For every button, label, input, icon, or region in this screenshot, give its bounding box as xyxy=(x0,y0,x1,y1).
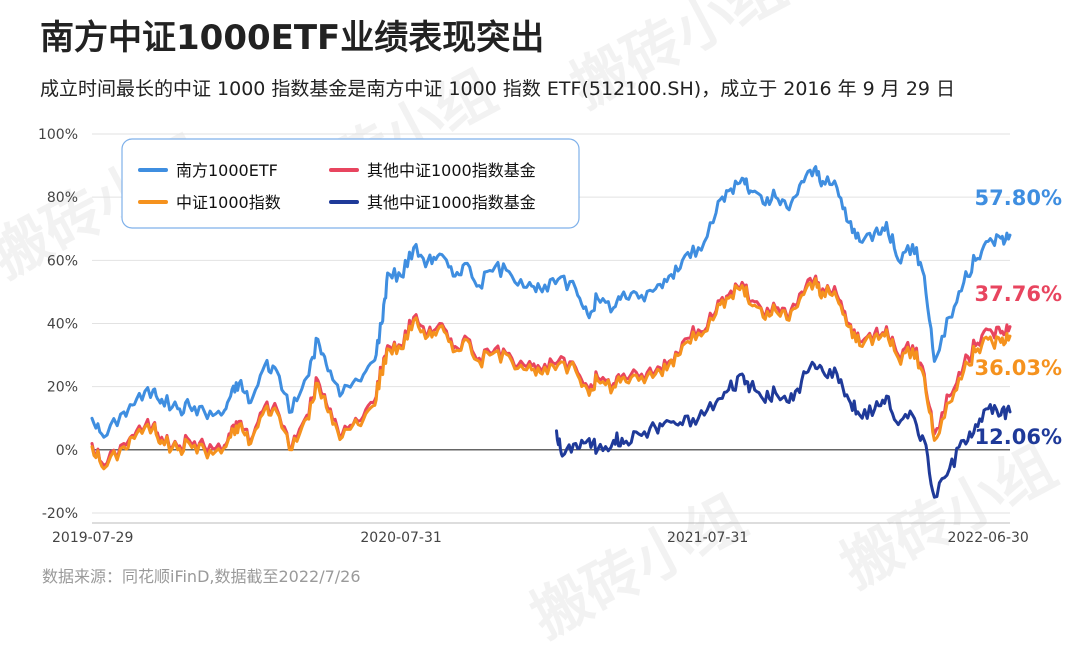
legend-box xyxy=(121,138,580,229)
x-tick-label: 2022-06-30 xyxy=(947,530,1028,546)
page-title: 南方中证1000ETF业绩表现突出 xyxy=(40,18,545,58)
legend-label: 其他中证1000指数基金 xyxy=(367,193,536,212)
legend-label: 其他中证1000指数基金 xyxy=(367,161,536,180)
y-tick-label: -20% xyxy=(42,506,78,522)
y-tick-label: 80% xyxy=(47,190,78,206)
chart-series xyxy=(90,165,1012,499)
line-chart: -20% 0% 20% 40% 60% 80% 100% 2019-07-29 2020-07… xyxy=(38,127,1062,546)
x-tick-label: 2020-07-31 xyxy=(360,530,441,546)
series-end-label: 12.06% xyxy=(975,425,1062,449)
series-end-labels: 57.80% 37.76% 36.03% 12.06% xyxy=(975,186,1062,449)
y-tick-label: 100% xyxy=(38,127,78,143)
x-tick-label: 2019-07-29 xyxy=(52,530,133,546)
data-source-note: 数据来源：同花顺iFinD,数据截至2022/7/26 xyxy=(42,567,361,586)
series-end-label: 57.80% xyxy=(975,186,1062,210)
x-axis: 2019-07-29 2020-07-31 2021-07-31 2022-06-30 xyxy=(52,522,1029,546)
y-tick-label: 20% xyxy=(47,380,78,396)
series-line xyxy=(90,165,1012,439)
y-tick-label: 40% xyxy=(47,317,78,333)
y-axis: -20% 0% 20% 40% 60% 80% 100% xyxy=(38,127,78,522)
series-end-label: 37.76% xyxy=(975,282,1062,306)
series-line xyxy=(555,360,1012,499)
legend-label: 中证1000指数 xyxy=(176,193,281,212)
y-tick-label: 60% xyxy=(47,253,78,269)
page-subtitle: 成立时间最长的中证 1000 指数基金是南方中证 1000 指数 ETF(512… xyxy=(40,78,956,100)
y-tick-label: 0% xyxy=(56,443,78,459)
series-line xyxy=(90,277,1012,471)
series-end-label: 36.03% xyxy=(975,356,1062,380)
legend-label: 南方1000ETF xyxy=(176,161,278,180)
x-tick-label: 2021-07-31 xyxy=(667,530,748,546)
